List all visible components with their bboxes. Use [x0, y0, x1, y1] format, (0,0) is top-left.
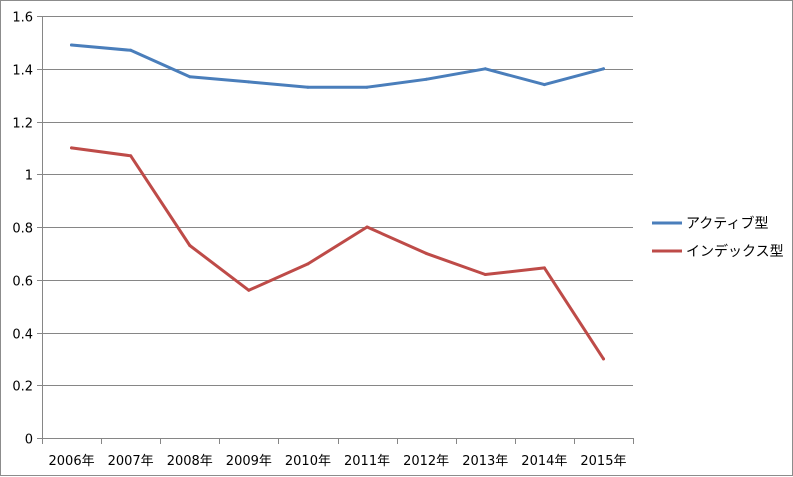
x-tick-label: 2009年 — [226, 454, 272, 469]
legend-label: アクティブ型 — [686, 215, 768, 232]
y-tick-label: 1 — [25, 169, 33, 184]
y-tick-label: 0 — [25, 433, 33, 448]
data-point — [129, 48, 133, 52]
x-tick-label: 2008年 — [167, 454, 213, 469]
data-point — [247, 80, 251, 84]
data-point — [424, 77, 428, 81]
series-lines — [70, 43, 605, 361]
data-point — [602, 67, 605, 71]
x-tick-label: 2014年 — [521, 454, 567, 469]
data-point — [602, 357, 605, 361]
data-point — [424, 251, 428, 255]
x-tick-label: 2012年 — [403, 454, 449, 469]
data-point — [129, 154, 133, 158]
data-point — [542, 83, 546, 87]
x-tick-label: 2006年 — [49, 454, 95, 469]
y-tick-label: 0.4 — [12, 328, 33, 343]
data-point — [542, 266, 546, 270]
y-tick-label: 1.6 — [12, 11, 33, 26]
x-tick-label: 2011年 — [344, 454, 390, 469]
series-line-2 — [70, 146, 605, 361]
y-tick-label: 1.2 — [12, 117, 33, 132]
series-line-1 — [70, 43, 605, 89]
y-tick-label: 0.8 — [12, 222, 33, 237]
data-point — [188, 244, 192, 247]
x-tick-label: 2007年 — [108, 454, 154, 469]
x-tick-label: 2013年 — [462, 454, 508, 469]
data-point — [483, 273, 487, 276]
data-point — [365, 85, 369, 89]
x-tick-label: 2015年 — [580, 454, 626, 469]
data-point — [188, 75, 192, 79]
data-point — [306, 262, 310, 266]
gridlines — [42, 16, 633, 386]
y-tick-label: 0.2 — [12, 380, 33, 395]
legend-label: インデックス型 — [686, 243, 784, 260]
data-point — [70, 43, 73, 47]
data-point — [365, 225, 369, 229]
y-tick-label: 0.6 — [12, 275, 33, 290]
data-point — [306, 85, 310, 89]
y-tick-label: 1.4 — [12, 64, 33, 79]
axes — [37, 16, 634, 444]
data-point — [70, 146, 73, 150]
data-point — [247, 288, 251, 292]
x-tick-labels: 2006年 2007年 2008年 2009年 2010年 2011年 2012年 2013年… — [49, 454, 627, 469]
x-tick-label: 2010年 — [285, 454, 331, 469]
y-tick-labels: 0 0.2 0.4 0.6 0.8 1 1.2 1.4 1.6 — [12, 11, 33, 448]
data-point — [483, 67, 487, 71]
